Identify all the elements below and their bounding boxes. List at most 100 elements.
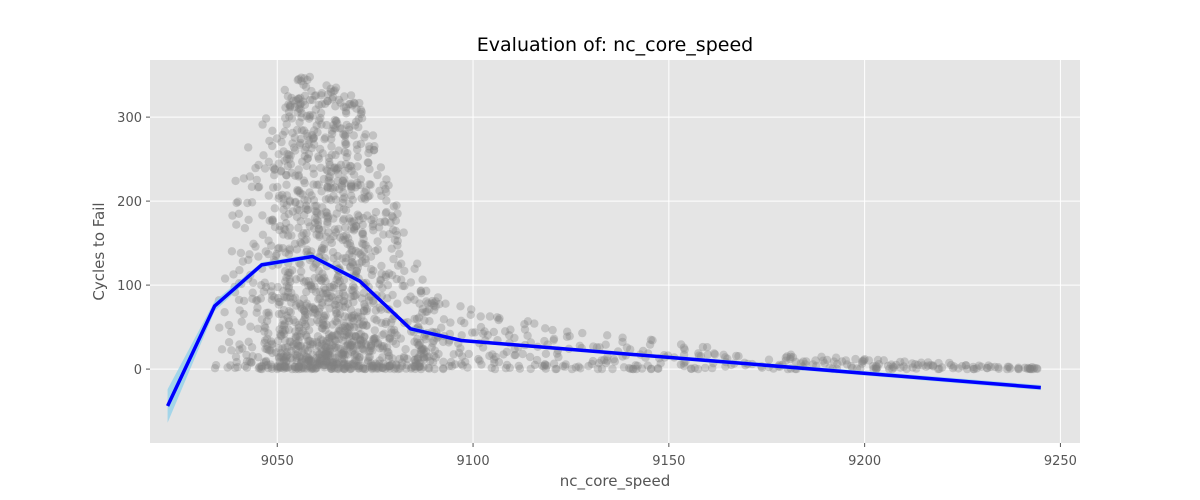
scatter-point bbox=[290, 362, 300, 371]
scatter-point bbox=[410, 361, 419, 371]
scatter-point bbox=[911, 360, 920, 369]
scatter-point bbox=[217, 345, 227, 354]
scatter-point bbox=[304, 326, 314, 335]
scatter-point bbox=[365, 142, 374, 151]
scatter-point bbox=[352, 351, 362, 360]
scatter-point bbox=[305, 112, 314, 121]
scatter-point bbox=[808, 360, 818, 369]
scatter-point bbox=[530, 360, 540, 370]
scatter-point bbox=[347, 313, 356, 322]
scatter-point bbox=[382, 196, 391, 205]
scatter-point bbox=[326, 183, 335, 193]
scatter-point bbox=[300, 360, 309, 370]
scatter-point bbox=[331, 150, 340, 160]
scatter-point bbox=[385, 362, 394, 371]
scatter-point bbox=[344, 332, 354, 341]
scatter-point bbox=[322, 81, 331, 90]
scatter-point bbox=[888, 364, 897, 374]
scatter-point bbox=[264, 157, 273, 166]
scatter-point bbox=[872, 364, 881, 374]
scatter-point bbox=[289, 143, 299, 152]
scatter-point bbox=[551, 364, 560, 374]
scatter-point bbox=[323, 182, 332, 192]
scatter-point bbox=[379, 180, 388, 190]
scatter-point bbox=[349, 170, 359, 179]
scatter-point bbox=[294, 323, 304, 332]
scatter-point bbox=[282, 201, 291, 210]
scatter-point bbox=[397, 259, 406, 268]
scatter-point bbox=[312, 359, 321, 369]
scatter-point bbox=[347, 340, 357, 350]
scatter-point bbox=[296, 238, 305, 247]
scatter-point bbox=[323, 90, 333, 99]
scatter-point bbox=[318, 357, 327, 366]
scatter-point bbox=[317, 354, 326, 363]
scatter-point bbox=[264, 346, 274, 355]
scatter-point bbox=[317, 324, 327, 333]
scatter-point bbox=[267, 340, 277, 349]
scatter-point bbox=[349, 316, 358, 326]
scatter-point bbox=[296, 217, 305, 226]
scatter-point bbox=[318, 149, 327, 158]
scatter-point bbox=[264, 308, 273, 317]
scatter-point bbox=[483, 331, 492, 340]
scatter-point bbox=[353, 308, 363, 317]
scatter-point bbox=[356, 361, 365, 370]
scatter-point bbox=[363, 358, 372, 367]
scatter-point bbox=[383, 347, 392, 357]
y-tick-label: 100 bbox=[117, 279, 142, 294]
scatter-point bbox=[292, 339, 301, 348]
scatter-point bbox=[510, 351, 519, 360]
scatter-point bbox=[339, 348, 349, 357]
scatter-point bbox=[629, 364, 638, 374]
scatter-point bbox=[268, 215, 277, 225]
scatter-point bbox=[300, 178, 309, 188]
scatter-point bbox=[415, 362, 424, 371]
scatter-point bbox=[254, 252, 263, 261]
scatter-point bbox=[290, 133, 299, 142]
scatter-point bbox=[330, 343, 339, 352]
scatter-point bbox=[392, 201, 401, 210]
scatter-point bbox=[349, 336, 359, 345]
scatter-point bbox=[285, 197, 295, 206]
scatter-point bbox=[274, 194, 283, 203]
scatter-point bbox=[264, 311, 273, 320]
scatter-point bbox=[345, 238, 354, 248]
scatter-point bbox=[283, 363, 292, 372]
scatter-point bbox=[447, 362, 457, 371]
scatter-point bbox=[320, 360, 330, 370]
scatter-point bbox=[293, 364, 302, 373]
scatter-point bbox=[439, 364, 448, 373]
scatter-point bbox=[357, 339, 366, 348]
scatter-point bbox=[294, 171, 303, 180]
scatter-point bbox=[236, 248, 246, 258]
scatter-point bbox=[338, 349, 347, 358]
scatter-point bbox=[347, 338, 357, 347]
scatter-point bbox=[291, 198, 300, 207]
scatter-point bbox=[346, 91, 356, 100]
scatter-point bbox=[837, 357, 847, 366]
scatter-point bbox=[280, 212, 289, 221]
scatter-point bbox=[334, 351, 343, 360]
scatter-point bbox=[288, 207, 298, 216]
scatter-point bbox=[972, 364, 981, 373]
scatter-point bbox=[346, 191, 356, 200]
scatter-point bbox=[340, 346, 349, 355]
scatter-point bbox=[228, 211, 237, 220]
scatter-point bbox=[414, 363, 423, 372]
scatter-point bbox=[301, 313, 310, 322]
scatter-point bbox=[345, 339, 354, 348]
scatter-point bbox=[563, 327, 572, 336]
scatter-point bbox=[297, 113, 306, 122]
scatter-point bbox=[327, 364, 337, 373]
scatter-point bbox=[373, 340, 383, 349]
scatter-point bbox=[263, 334, 272, 344]
scatter-point bbox=[267, 362, 276, 371]
scatter-point bbox=[297, 73, 306, 82]
scatter-point bbox=[485, 312, 495, 321]
scatter-point bbox=[292, 96, 301, 105]
scatter-point bbox=[321, 293, 330, 302]
scatter-point bbox=[338, 176, 347, 186]
scatter-point bbox=[377, 191, 386, 200]
scatter-point bbox=[279, 147, 288, 156]
